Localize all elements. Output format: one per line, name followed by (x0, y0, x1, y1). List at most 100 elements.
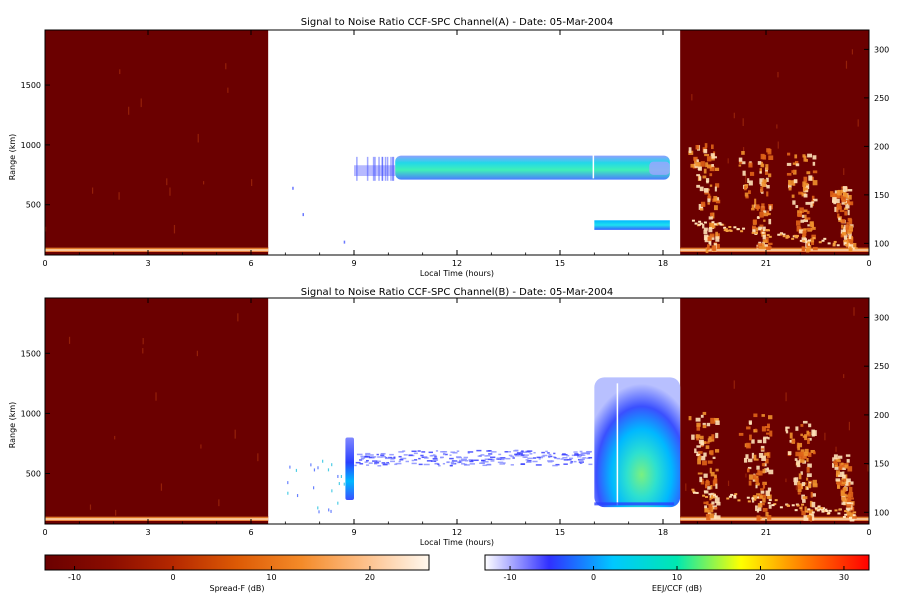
spread-f-plume (768, 494, 772, 500)
spread-f-plume (845, 203, 850, 209)
echo-scatter (482, 461, 489, 463)
spread-f-streak (799, 239, 803, 242)
spread-f-plume (797, 487, 802, 493)
spread-f-plume (767, 437, 770, 440)
spread-f-plume (837, 484, 841, 489)
spread-f-plume (705, 483, 708, 489)
spread-f-plume (811, 501, 816, 508)
spread-f-streak (694, 222, 698, 225)
echo-scatter (435, 450, 439, 452)
spread-f-plume (848, 201, 854, 206)
spread-f-plume (844, 228, 848, 233)
y-tick-label: 500 (26, 470, 41, 479)
spread-f-plume (789, 439, 793, 443)
spread-f-streak (849, 516, 853, 519)
spread-f-plume (847, 508, 850, 513)
echo-dot (318, 510, 320, 514)
spread-f-plume (844, 464, 849, 469)
spread-f-plume (845, 193, 848, 196)
spread-f-plume (797, 492, 801, 495)
spread-f-plume (842, 186, 848, 192)
spread-f-streak (852, 247, 856, 250)
echo-scatter (576, 454, 582, 456)
echo-dash (374, 156, 376, 181)
spread-f-plume (762, 226, 766, 232)
spread-f-plume (763, 210, 767, 213)
spread-f-plume (752, 219, 757, 225)
echo-dash (390, 156, 392, 181)
spread-f-plume (697, 472, 703, 475)
spread-f-plume (738, 157, 743, 162)
spread-f-streak (723, 226, 727, 229)
spread-f-streak (708, 227, 712, 230)
spread-f-streak (795, 236, 799, 239)
spread-f-streak (807, 241, 811, 244)
spread-f-plume (832, 462, 835, 468)
y2-tick-label: 250 (874, 94, 889, 103)
spread-f-plume (802, 230, 807, 237)
spread-f-plume (806, 430, 810, 435)
spread-f-plume (759, 470, 763, 476)
echo-scatter (399, 458, 404, 461)
echo-scatter (497, 461, 504, 464)
spread-f-streak (733, 494, 737, 497)
echo-scatter (464, 464, 470, 466)
colorbar-tick-label: 20 (365, 573, 375, 582)
spread-f-plume (847, 243, 851, 246)
spread-f-streak (754, 496, 758, 499)
spread-f-plume (768, 242, 773, 246)
spread-f-streak (821, 510, 825, 513)
spread-f-plume (741, 161, 746, 165)
spread-f-plume (693, 156, 698, 161)
echo-dot (322, 459, 324, 463)
echo-dot (317, 466, 319, 470)
x-tick-label: 3 (145, 528, 150, 537)
echo-scatter (490, 451, 497, 453)
spread-f-speck (795, 483, 797, 491)
spread-f-streak (742, 227, 746, 230)
spread-f-plume (803, 193, 808, 198)
panel-b-xlabel: Local Time (hours) (420, 538, 494, 547)
echo-scatter (365, 452, 371, 455)
spread-f-plume (699, 444, 704, 447)
spread-f-plume (813, 198, 818, 202)
y-tick-label: 500 (26, 201, 41, 210)
echo-scatter (484, 455, 488, 457)
spread-f-streak (726, 497, 730, 500)
colorbar-tick-label: 30 (839, 573, 849, 582)
spread-f-plume (715, 236, 720, 242)
spread-f-plume (756, 493, 761, 496)
spread-f-plume (709, 173, 713, 177)
spread-f-plume (747, 178, 750, 183)
spread-f-plume (802, 435, 807, 438)
spread-f-plume (698, 451, 703, 454)
spread-f-plume (845, 199, 850, 204)
spread-f-streak (702, 494, 706, 497)
spread-f-speck (251, 179, 253, 187)
spread-f-streak (814, 508, 818, 511)
spread-f-plume (696, 422, 701, 427)
spread-f-streak (791, 504, 795, 507)
spread-f-plume (849, 512, 853, 518)
spread-f-streak (692, 490, 696, 493)
spread-f-streak (728, 495, 732, 498)
spread-f-streak (768, 235, 772, 238)
spread-f-plume (801, 214, 805, 218)
spread-f-speck (745, 174, 747, 183)
spread-f-plume (696, 159, 699, 163)
echo-scatter (376, 460, 381, 463)
spread-f-plume (765, 177, 769, 182)
spread-f-speck (867, 465, 869, 472)
spread-f-plume (765, 164, 769, 170)
echo-scatter (445, 453, 448, 456)
echo-dot (317, 506, 319, 510)
spread-f-plume (711, 164, 714, 167)
spread-f-streak (801, 503, 805, 506)
spread-f-speck (197, 133, 199, 143)
spread-f-plume (792, 169, 797, 175)
echo-scatter (526, 461, 532, 463)
echo-scatter (548, 455, 553, 458)
y-tick-label: 1500 (21, 349, 41, 358)
spread-f-plume (707, 164, 712, 169)
spread-f-plume (809, 512, 814, 516)
